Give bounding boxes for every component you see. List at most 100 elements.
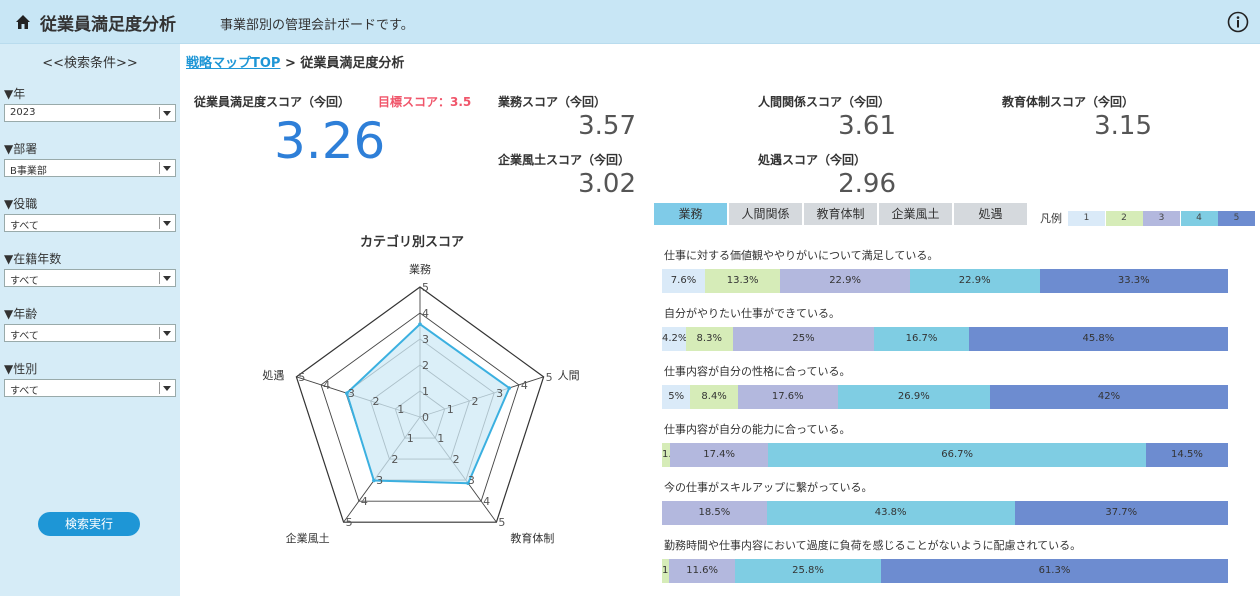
radar-tick-label: 4 [483, 495, 490, 508]
work-score-label: 業務スコア（今回） [498, 95, 607, 109]
bar-segment-level-4: 43.8% [766, 501, 1015, 525]
filter-label: ▼年齢 [4, 307, 38, 321]
department-select[interactable]: B事業部 [4, 159, 176, 177]
filter-year: ▼年 2023 [4, 86, 176, 122]
select-value: すべて [10, 386, 39, 397]
bar-segment-level-2: 1.3% [662, 559, 670, 583]
breadcrumb-link-strategy-map[interactable]: 戦略マップTOP [186, 56, 281, 71]
bar-segment-level-4: 26.9% [837, 385, 991, 409]
bar-segment-level-3: 18.5% [662, 501, 767, 525]
question-distribution-bar: 18.5% 43.8% 37.7% [662, 501, 1228, 525]
radar-tick-label: 1 [397, 403, 404, 416]
radar-tick-label: 5 [346, 516, 353, 529]
chevron-down-icon[interactable] [163, 386, 171, 391]
overall-score-value: 3.26 [274, 112, 386, 170]
radar-tick-label: 2 [422, 359, 429, 372]
select-value: すべて [10, 331, 39, 342]
question-text: 仕事に対する価値観ややりがいについて満足している。 [664, 249, 939, 262]
legend-item-1: 1 [1068, 211, 1105, 226]
question-distribution-bar: 5% 8.4% 17.6% 26.9% 42% [662, 385, 1228, 409]
chevron-down-icon[interactable] [163, 166, 171, 171]
radar-tick-label: 1 [447, 403, 454, 416]
filter-age: ▼年齢すべて [4, 306, 176, 342]
age-select[interactable]: すべて [4, 324, 176, 342]
info-icon[interactable] [1227, 11, 1249, 33]
select-separator [159, 217, 160, 229]
bar-segment-level-2: 13.3% [705, 269, 781, 293]
bar-segment-level-3: 25% [732, 327, 875, 351]
select-separator [159, 107, 160, 119]
bar-segment-level-1: 5% [662, 385, 691, 409]
filter-label: ▼年 [4, 87, 26, 101]
filter-gender: ▼性別 すべて [4, 361, 176, 397]
education-score-value: 3.15 [1094, 111, 1152, 141]
radar-grid-ring [295, 286, 545, 523]
question-distribution-bar: 1.4%17.4%66.7%14.5% [662, 443, 1228, 467]
radar-tick-label: 5 [422, 281, 429, 294]
chevron-down-icon[interactable] [163, 276, 171, 281]
radar-category-label: 処遇 [262, 369, 284, 382]
page-title: 従業員満足度分析 [40, 15, 176, 35]
radar-tick-label: 5 [298, 371, 305, 384]
tenure-select[interactable]: すべて [4, 269, 176, 287]
tab-work[interactable]: 業務 [654, 203, 727, 225]
home-icon[interactable] [14, 13, 32, 31]
radar-category-label: 教育体制 [510, 531, 554, 545]
radar-tick-label: 5 [498, 516, 505, 529]
radar-category-label: 人間関係 [558, 369, 580, 382]
culture-score-value: 3.02 [578, 169, 636, 199]
select-separator [159, 327, 160, 339]
radar-tick-label: 3 [422, 333, 429, 346]
breadcrumb-separator: > [280, 56, 301, 71]
bar-segment-level-5: 37.7% [1014, 501, 1228, 525]
category-radar-chart: 01234512345123451234512345業務人間関係教育体制企業風土… [262, 262, 580, 545]
bar-segment-level-3: 17.6% [737, 385, 838, 409]
radar-tick-label: 3 [496, 387, 503, 400]
search-button[interactable]: 検索実行 [38, 512, 140, 536]
radar-tick-label: 1 [422, 385, 429, 398]
filter-label: ▼役職 [4, 197, 38, 211]
filter-tenure: ▼在籍年数すべて [4, 251, 176, 287]
bar-segment-level-4: 22.9% [909, 269, 1040, 293]
chevron-down-icon[interactable] [163, 221, 171, 226]
page-subtitle: 事業部別の管理会計ボードです。 [220, 18, 414, 33]
radar-data-point [418, 322, 422, 326]
question-text: 自分がやりたい仕事ができている。 [664, 307, 840, 320]
tab-treatment[interactable]: 処遇 [954, 203, 1027, 225]
radar-data-point [507, 386, 512, 390]
position-select[interactable]: すべて [4, 214, 176, 232]
year-select[interactable]: 2023 [4, 104, 176, 122]
bar-segment-level-4: 66.7% [768, 443, 1146, 467]
search-sidebar: <<検索条件>> ▼年 2023 ▼部署 B事業部 ▼役職 すべて ▼在籍年数 すべて ▼年齢す… [0, 44, 180, 596]
radar-category-label: 業務 [409, 262, 431, 276]
radar-series-area [345, 322, 511, 485]
tab-relation[interactable]: 人間関係 [729, 203, 802, 225]
bar-segment-level-2: 8.3% [685, 327, 733, 351]
chevron-down-icon[interactable] [163, 111, 171, 116]
tab-education[interactable]: 教育体制 [804, 203, 877, 225]
bar-segment-level-2: 1.4% [662, 443, 670, 467]
select-value: 2023 [10, 107, 36, 118]
radar-data-point [372, 478, 376, 483]
radar-chart-title: カテゴリ別スコア [360, 235, 465, 250]
treatment-score-label: 処遇スコア（今回） [758, 153, 867, 167]
bar-segment-level-5: 61.3% [881, 559, 1228, 583]
legend-item-5: 5 [1218, 211, 1255, 226]
filter-label: ▼部署 [4, 142, 38, 156]
radar-tick-label: 3 [468, 474, 475, 487]
bar-segment-level-4: 16.7% [874, 327, 969, 351]
select-value: すべて [10, 221, 39, 232]
treatment-score-value: 2.96 [838, 169, 896, 199]
radar-tick-label: 0 [422, 411, 429, 424]
question-distribution-bar: 4.2% 8.3% 25% 16.7% 45.8% [662, 327, 1228, 351]
breadcrumb-current: 従業員満足度分析 [300, 56, 405, 71]
gender-select[interactable]: すべて [4, 379, 176, 397]
filter-label: ▼在籍年数 [4, 252, 62, 266]
education-score-label: 教育体制スコア（今回） [1002, 95, 1135, 109]
chevron-down-icon[interactable] [163, 331, 171, 336]
radar-tick-label: 3 [348, 387, 355, 400]
culture-score-label: 企業風土スコア（今回） [498, 153, 631, 167]
tab-culture[interactable]: 企業風土 [879, 203, 952, 225]
bar-segment-level-5: 14.5% [1145, 443, 1228, 467]
question-distribution-bar: 1.3%11.6%25.8%61.3% [662, 559, 1228, 583]
